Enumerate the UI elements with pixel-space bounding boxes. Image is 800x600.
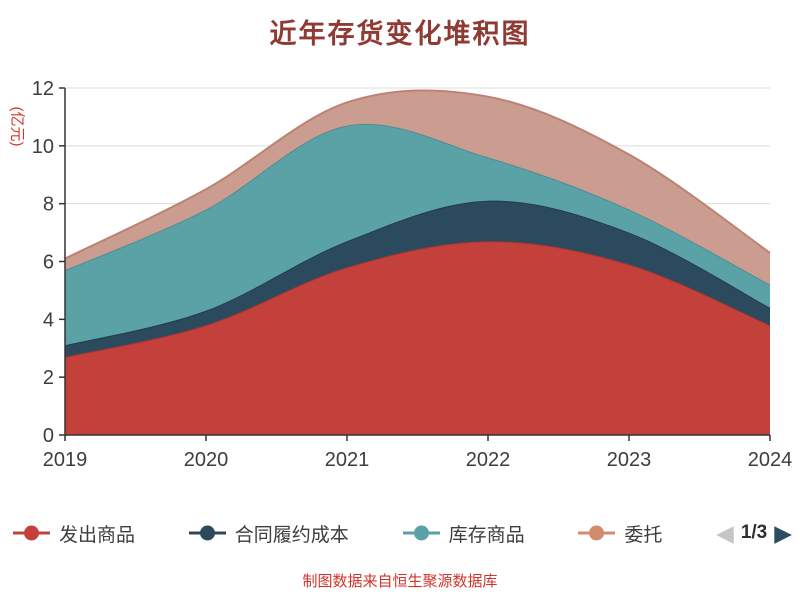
- y-tick-label: 6: [43, 252, 54, 274]
- x-tick-label: 2019: [43, 449, 88, 471]
- data-source-note: 制图数据来自恒生聚源数据库: [302, 573, 498, 590]
- y-tick-label: 12: [32, 78, 54, 100]
- y-tick-label: 10: [32, 136, 54, 158]
- stacked-area-chart: 0 2 4 6 8 10 12 2019 2020 2021 2022 2023 2024: [32, 78, 793, 471]
- legend-marker-icon: [578, 525, 616, 541]
- legend-item-4[interactable]: 委托: [578, 520, 662, 547]
- x-tick-label: 2023: [607, 449, 652, 471]
- area-series-4: [65, 90, 770, 285]
- legend-item-2[interactable]: 合同履约成本: [188, 520, 349, 547]
- legend-page-indicator: 1/3: [740, 522, 768, 543]
- y-tick-label: 2: [43, 367, 54, 389]
- legend-item-1[interactable]: 发出商品: [13, 520, 135, 547]
- area-series-2: [65, 200, 770, 357]
- y-tick-label: 0: [43, 425, 54, 447]
- legend-marker-icon: [188, 525, 226, 541]
- legend: 发出商品 合同履约成本 库存商品 委托 ◀ 1/3 ▶: [13, 516, 792, 550]
- legend-label: 库存商品: [448, 524, 525, 546]
- legend-pager: ◀ 1/3 ▶: [716, 519, 792, 546]
- legend-label: 委托: [624, 524, 663, 546]
- legend-item-3[interactable]: 库存商品: [402, 520, 525, 547]
- chart-title: 近年存货变化堆积图: [269, 19, 531, 49]
- legend-marker-icon: [13, 525, 50, 541]
- legend-next-icon[interactable]: ▶: [774, 519, 792, 546]
- legend-prev-icon[interactable]: ◀: [716, 519, 734, 546]
- area-series-4-line: [64, 89, 771, 260]
- x-tick-label: 2021: [325, 449, 370, 471]
- legend-label: 合同履约成本: [234, 524, 349, 546]
- area-series-3: [65, 123, 770, 346]
- legend-marker-icon: [402, 525, 440, 541]
- x-tick-label: 2020: [184, 449, 229, 471]
- x-tick-label: 2024: [748, 449, 793, 471]
- legend-label: 发出商品: [59, 524, 136, 546]
- x-tick-label: 2022: [466, 449, 511, 471]
- area-series-1: [65, 241, 770, 435]
- y-tick-label: 8: [43, 194, 54, 216]
- y-tick-label: 4: [43, 309, 54, 331]
